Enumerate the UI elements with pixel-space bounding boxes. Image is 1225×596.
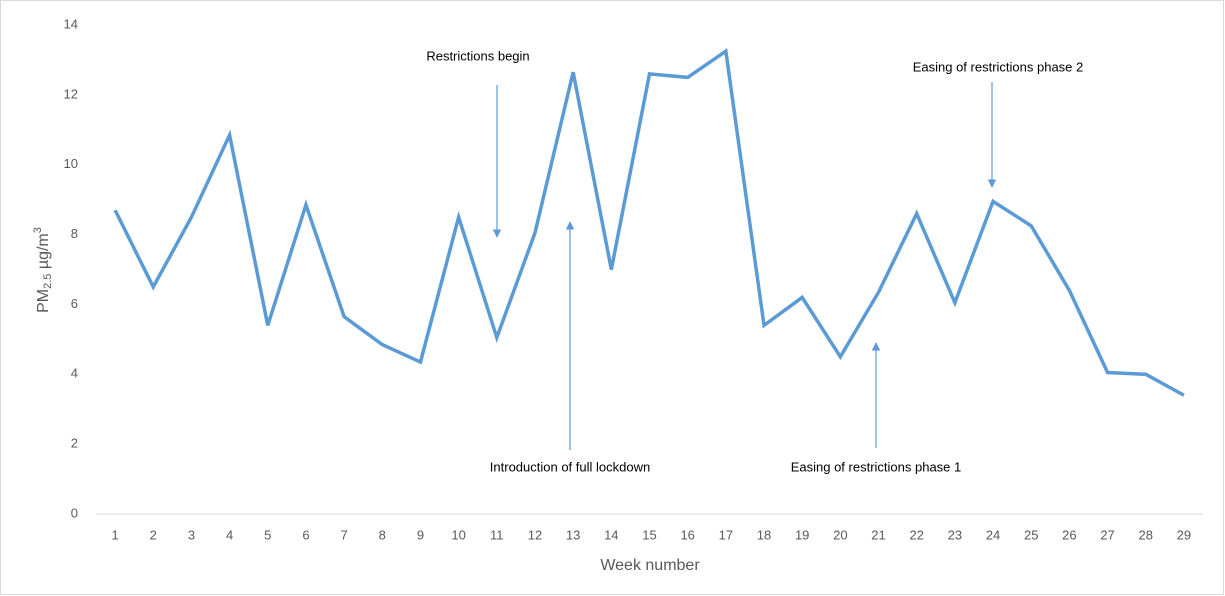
y-tick-label: 8 [71, 226, 78, 241]
x-tick-label: 8 [379, 527, 386, 542]
x-tick-label: 29 [1177, 527, 1191, 542]
y-label-base: PM [35, 289, 52, 313]
data-line [113, 48, 1185, 397]
x-tick-label: 3 [188, 527, 195, 542]
y-label-unit: µg/m [35, 233, 52, 273]
x-tick-label: 18 [757, 527, 771, 542]
x-tick-label: 5 [264, 527, 271, 542]
annotation: Introduction of full lockdown [490, 459, 650, 474]
x-tick-label: 24 [986, 527, 1000, 542]
x-tick-label: 15 [642, 527, 656, 542]
y-tick-label: 12 [64, 86, 78, 101]
x-tick-label: 23 [948, 527, 962, 542]
x-tick-label: 12 [528, 527, 542, 542]
x-tick-label: 4 [226, 527, 233, 542]
x-tick-label: 16 [680, 527, 694, 542]
annotation: Restrictions begin [426, 48, 529, 63]
x-axis-label: Week number [600, 557, 700, 574]
y-axis-label: PM2.5 µg/m3 [32, 227, 54, 313]
x-tick-label: 6 [302, 527, 309, 542]
x-tick-label: 1 [111, 527, 118, 542]
y-tick-label: 14 [64, 16, 78, 31]
x-tick-label: 22 [909, 527, 923, 542]
x-tick-label: 9 [417, 527, 424, 542]
x-tick-label: 21 [871, 527, 885, 542]
x-tick-label: 7 [341, 527, 348, 542]
x-tick-label: 10 [451, 527, 465, 542]
y-tick-label: 0 [71, 505, 78, 520]
x-tick-label: 17 [719, 527, 733, 542]
x-tick-label: 2 [150, 527, 157, 542]
y-tick-label: 10 [64, 156, 78, 171]
annotation: Easing of restrictions phase 1 [791, 459, 962, 474]
x-tick-label: 13 [566, 527, 580, 542]
x-tick-label: 19 [795, 527, 809, 542]
y-tick-label: 4 [71, 366, 78, 381]
x-tick-label: 20 [833, 527, 847, 542]
x-tick-label: 14 [604, 527, 618, 542]
x-tick-label: 11 [490, 527, 504, 542]
x-tick-label: 26 [1062, 527, 1076, 542]
y-label-sup: 3 [32, 227, 44, 233]
y-tick-label: 2 [71, 436, 78, 451]
x-tick-label: 28 [1139, 527, 1153, 542]
y-label-sub: 2.5 [42, 274, 54, 289]
y-tick-label: 6 [71, 296, 78, 311]
annotation: Easing of restrictions phase 2 [913, 59, 1084, 74]
x-tick-label: 25 [1024, 527, 1038, 542]
x-tick-label: 27 [1100, 527, 1114, 542]
